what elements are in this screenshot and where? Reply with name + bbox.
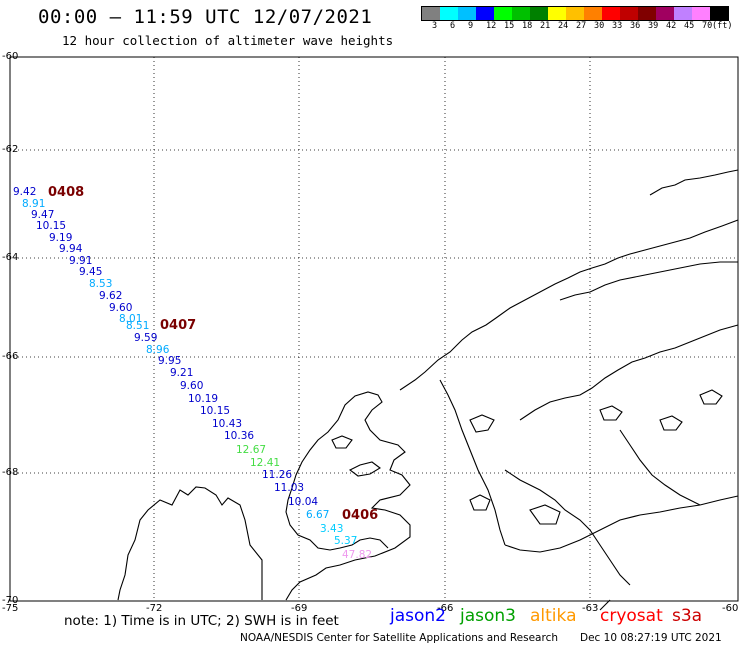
colorbar-tick-label: 6: [450, 21, 456, 31]
colorbar-swatch: [422, 7, 440, 20]
colorbar-swatch: [692, 7, 710, 20]
footer-timestamp: Dec 10 08:27:19 UTC 2021: [580, 632, 722, 644]
colorbar-tick-label: 3: [432, 21, 438, 31]
colorbar-swatch: [638, 7, 656, 20]
latitude-label: -62: [2, 144, 19, 155]
map-subtitle: 12 hour collection of altimeter wave hei…: [62, 33, 394, 48]
wave-height-label: 9.60: [109, 302, 133, 314]
satellite-legend-item: jason2: [390, 606, 446, 626]
colorbar-tick-label: 12: [486, 21, 497, 31]
colorbar-tick-label: 36: [630, 21, 641, 31]
longitude-label: -69: [291, 603, 308, 614]
latitude-label: -60: [2, 51, 19, 62]
pass-label: 0406: [342, 508, 379, 523]
colorbar-tick-label: 45: [684, 21, 695, 31]
colorbar-swatch: [602, 7, 620, 20]
colorbar-tick-label: 42: [666, 21, 677, 31]
wave-height-label: 3.43: [320, 523, 344, 535]
wave-height-label: 9.59: [134, 332, 158, 344]
colorbar-tick-label: 39: [648, 21, 659, 31]
wave-height-label: 5.37: [334, 535, 358, 547]
colorbar-unit: (ft): [712, 21, 733, 31]
colorbar-swatch: [710, 7, 728, 20]
wave-height-label: 10.04: [288, 496, 319, 508]
colorbar-tick-label: 21: [540, 21, 551, 31]
latitude-label: -70: [2, 595, 19, 606]
wave-height-label: 8.01: [119, 313, 143, 325]
wave-height-label: 12.67: [236, 444, 267, 456]
colorbar-swatch: [566, 7, 584, 20]
coastline-antarctic-peninsula: [117, 169, 739, 611]
wave-height-label: 8.53: [89, 278, 113, 290]
wave-height-label: 6.67: [306, 509, 330, 521]
colorbar-tick-label: 70: [702, 21, 713, 31]
footer-credit: NOAA/NESDIS Center for Satellite Applica…: [240, 632, 558, 644]
colorbar-swatch: [440, 7, 458, 20]
wave-height-label: 10.15: [36, 220, 67, 232]
wave-height-label: 8.91: [22, 198, 46, 210]
note-text: note: 1) Time is in UTC; 2) SWH is in fe…: [64, 613, 339, 629]
wave-height-label: 9.19: [49, 232, 73, 244]
map-frame: [9, 56, 739, 602]
colorbar-swatch: [548, 7, 566, 20]
wave-height-label: 12.41: [250, 457, 281, 469]
wave-height-label: 11.03: [274, 482, 305, 494]
longitude-label: -63: [582, 603, 599, 614]
latitude-label: -64: [2, 252, 19, 263]
colorbar-tick-label: 30: [594, 21, 605, 31]
wave-height-label: 8.51: [126, 320, 150, 332]
map-title: 00:00 – 11:59 UTC 12/07/2021: [38, 6, 373, 28]
colorbar-tick-label: 18: [522, 21, 533, 31]
pass-label: 0407: [160, 318, 197, 333]
wave-height-label: 9.60: [180, 380, 204, 392]
colorbar-swatch: [512, 7, 530, 20]
satellite-legend-item: s3a: [672, 606, 703, 626]
wave-height-label: 9.47: [31, 209, 55, 221]
colorbar-tick-label: 9: [468, 21, 474, 31]
satellite-legend-item: cryosat: [600, 606, 663, 626]
wave-height-label: 9.21: [170, 367, 194, 379]
wave-height-label: 9.42: [13, 186, 37, 198]
wave-height-label: 10.15: [200, 405, 231, 417]
wave-height-label: 9.91: [69, 255, 93, 267]
wave-height-label: 10.36: [224, 430, 255, 442]
colorbar-tick-label: 24: [558, 21, 569, 31]
colorbar-tick-label: 33: [612, 21, 623, 31]
colorbar-swatch: [494, 7, 512, 20]
wave-height-label: 9.62: [99, 290, 123, 302]
wave-height-label: 11.26: [262, 469, 293, 481]
colorbar-tick-label: 27: [576, 21, 587, 31]
pass-label: 0408: [48, 185, 85, 200]
wave-height-label: 47.82: [342, 549, 373, 561]
colorbar-swatch: [584, 7, 602, 20]
wave-height-label: 8.96: [146, 344, 170, 356]
colorbar-swatch: [458, 7, 476, 20]
wave-height-label: 9.94: [59, 243, 83, 255]
colorbar-swatch: [620, 7, 638, 20]
graticule: [10, 57, 738, 601]
colorbar-swatch: [476, 7, 494, 20]
longitude-label: -60: [722, 603, 739, 614]
longitude-label: -75: [2, 603, 19, 614]
wave-height-label: 9.45: [79, 266, 103, 278]
colorbar-tick-label: 15: [504, 21, 515, 31]
colorbar-swatch: [674, 7, 692, 20]
satellite-legend-item: altika: [530, 606, 577, 626]
colorbar: [421, 6, 729, 21]
colorbar-swatch: [656, 7, 674, 20]
longitude-label: -72: [146, 603, 163, 614]
latitude-label: -68: [2, 467, 19, 478]
latitude-label: -66: [2, 351, 19, 362]
satellite-legend-item: jason3: [460, 606, 516, 626]
wave-height-label: 9.95: [158, 355, 182, 367]
longitude-label: -66: [437, 603, 454, 614]
wave-height-label: 10.43: [212, 418, 243, 430]
colorbar-swatch: [530, 7, 548, 20]
wave-height-label: 10.19: [188, 393, 219, 405]
